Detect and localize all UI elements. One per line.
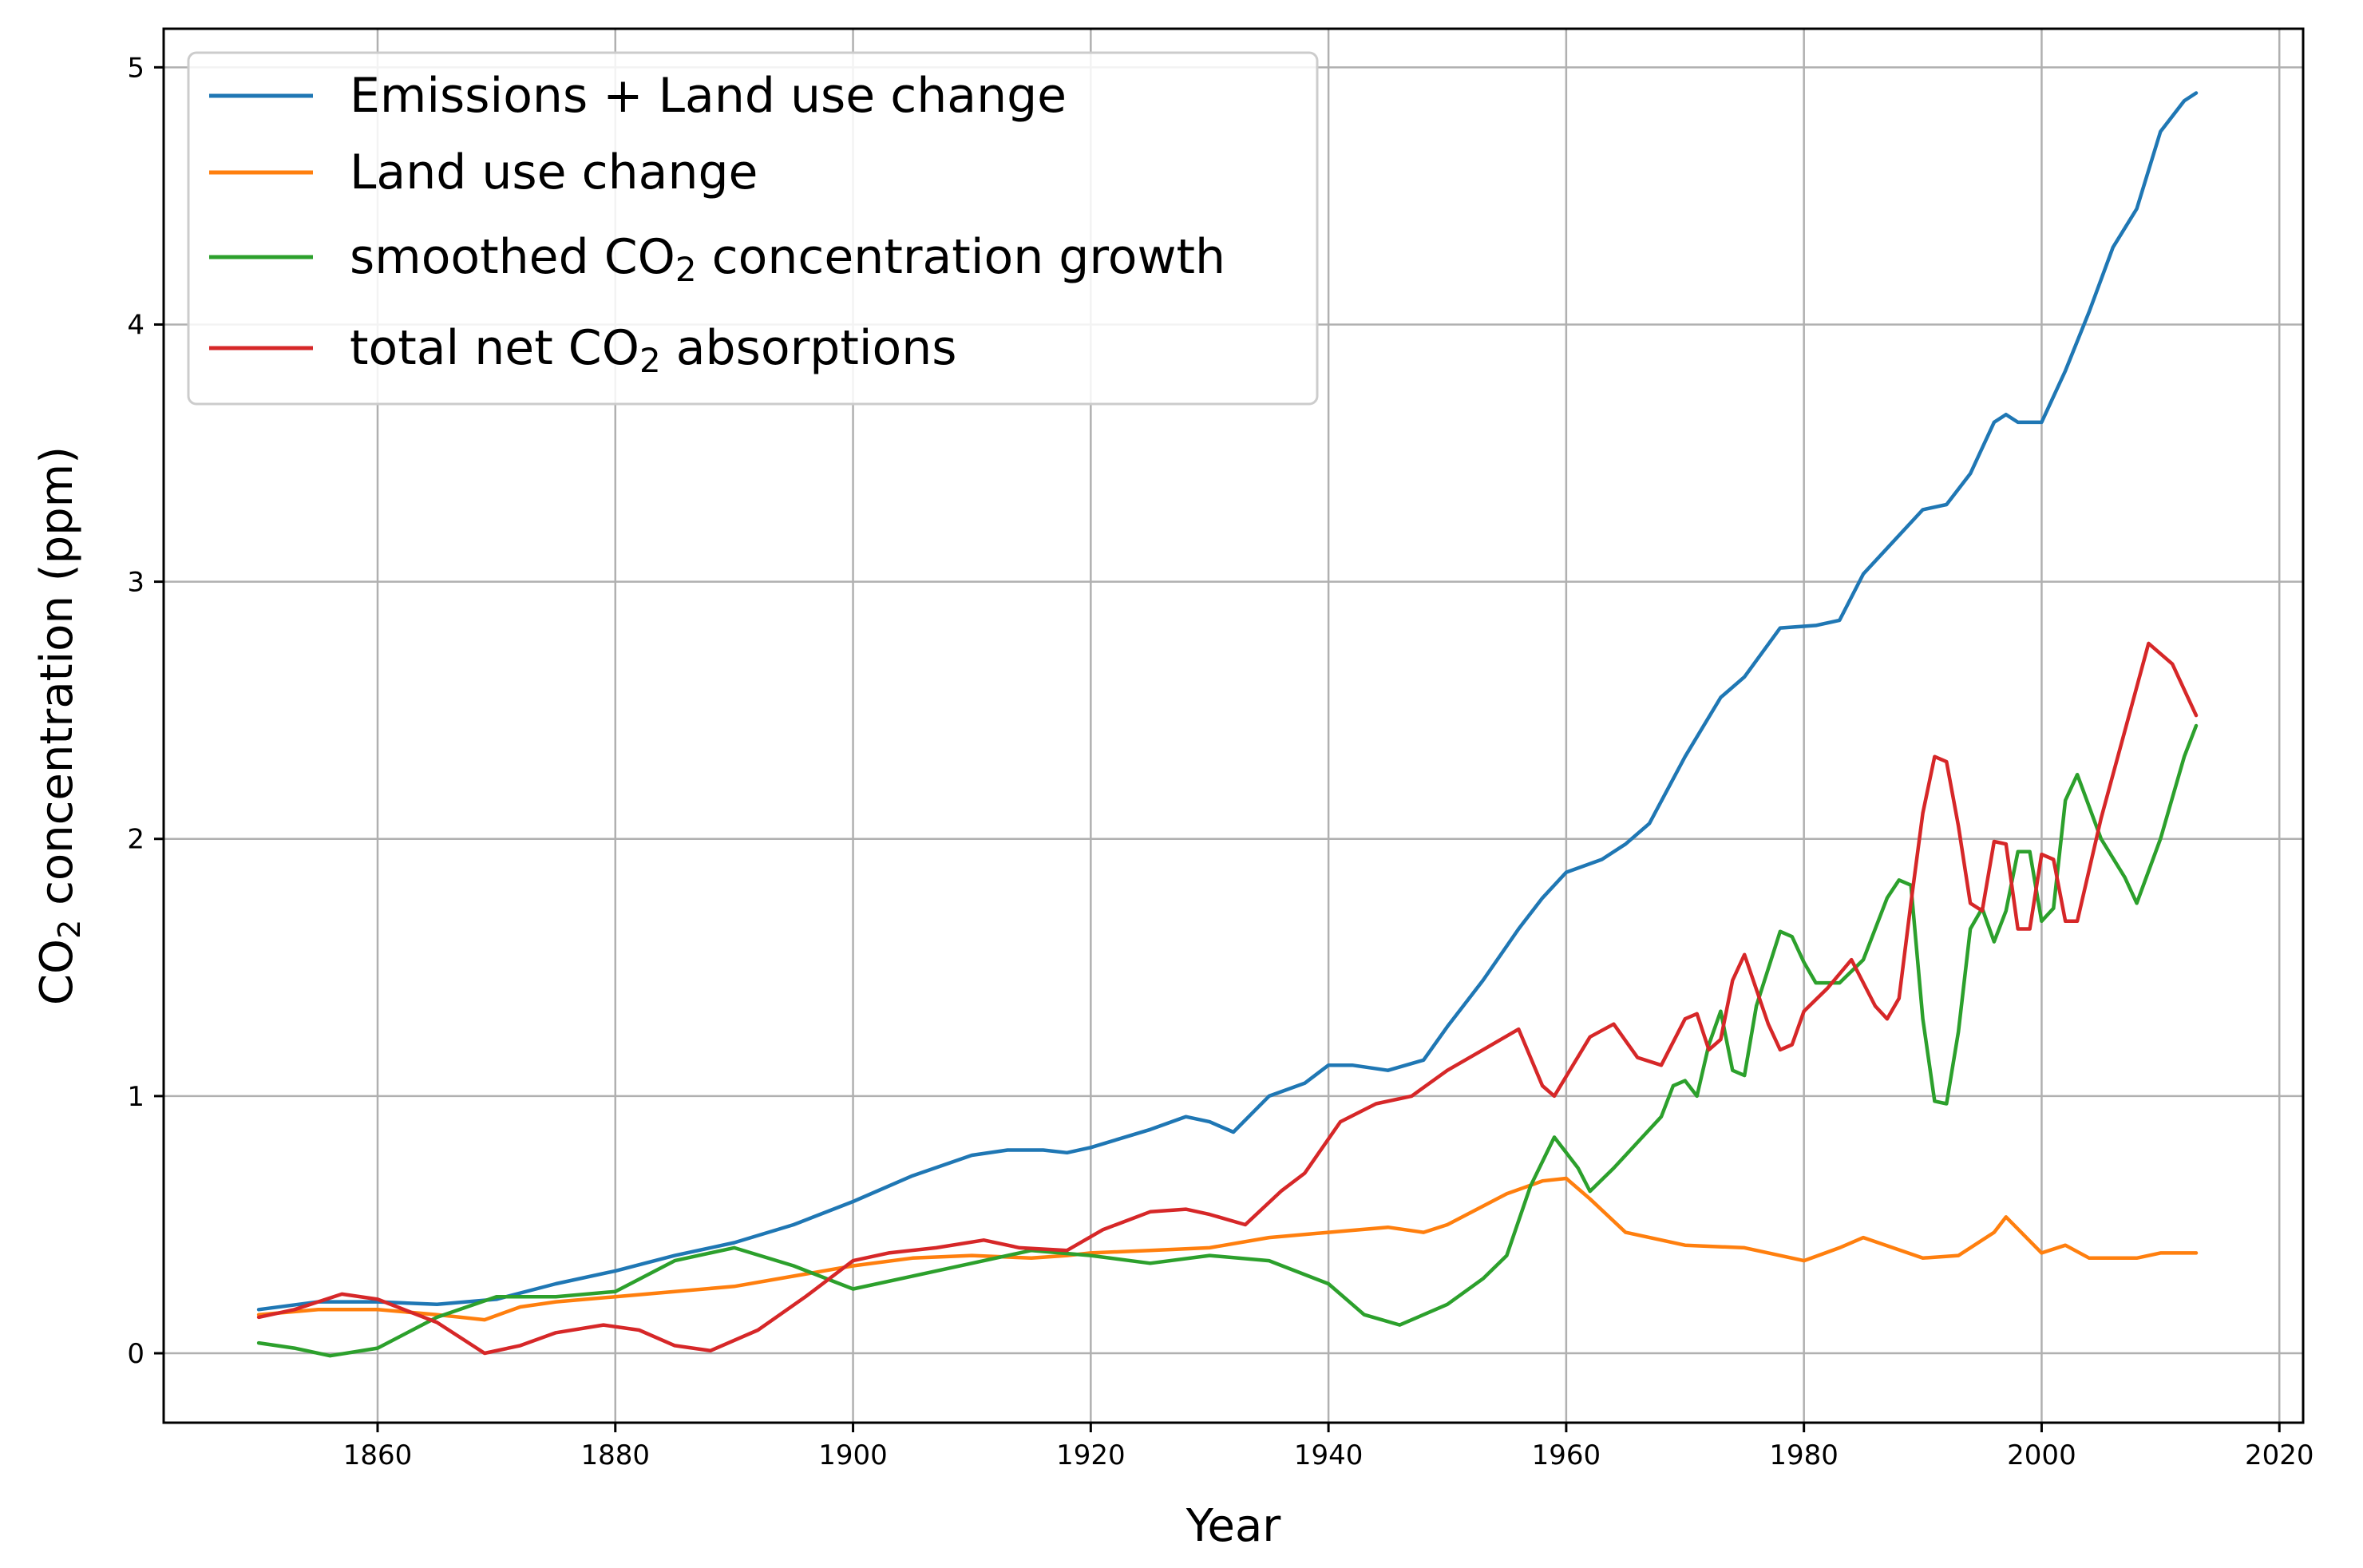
x-tick-label: 1980	[1769, 1439, 1839, 1471]
plot-frame	[162, 27, 2305, 1424]
y-tick-label: 2	[127, 824, 144, 856]
x-tick-label: 1900	[818, 1439, 888, 1471]
x-tick-label: 1960	[1532, 1439, 1601, 1471]
legend-label-1: Emissions + Land use change	[350, 68, 1067, 124]
y-tick-label: 3	[127, 567, 144, 599]
y-axis-label: CO2 concentration (ppm)	[31, 446, 87, 1005]
text-part: concentration (ppm)	[31, 446, 83, 920]
legend: Emissions + Land use change Land use chan…	[187, 51, 1319, 406]
y-tick-label: 1	[127, 1081, 144, 1113]
x-tick-label: 2000	[2007, 1439, 2076, 1471]
subscript-text: 2	[639, 341, 661, 380]
y-axis-ticks: 0 1 2 3 4 5	[127, 52, 164, 1370]
legend-label-2: Land use change	[350, 145, 758, 200]
text-part: smoothed CO	[350, 229, 675, 285]
x-tick-label: 1860	[343, 1439, 413, 1471]
legend-label-4: total net CO2 absorptions	[350, 320, 957, 380]
x-axis-label: Year	[1185, 1500, 1282, 1552]
x-tick-label: 1940	[1294, 1439, 1364, 1471]
series-line-4	[256, 641, 2199, 1356]
series-line-3	[256, 723, 2199, 1358]
text-part: absorptions	[661, 320, 957, 376]
series-line-2	[256, 1176, 2199, 1322]
legend-box	[187, 51, 1319, 406]
y-tick-label: 4	[127, 309, 144, 341]
text-part: total net CO	[350, 320, 639, 376]
y-tick-label: 0	[127, 1338, 144, 1370]
subscript-text: 2	[675, 250, 697, 289]
y-tick-label: 5	[127, 52, 144, 84]
x-tick-label: 1920	[1056, 1439, 1126, 1471]
x-tick-label: 1880	[581, 1439, 651, 1471]
x-axis-ticks: 1860 1880 1900 1920 1940 1960 1980 2000 2020	[343, 1423, 2314, 1471]
text-part: concentration growth	[697, 229, 1225, 285]
subscript-text: 2	[52, 920, 87, 939]
series-lines	[256, 91, 2199, 1358]
text-part: Emissions + Land use change	[350, 68, 1067, 124]
x-tick-label: 2020	[2245, 1439, 2314, 1471]
text-part: CO	[31, 939, 83, 1005]
legend-label-3: smoothed CO2 concentration growth	[350, 229, 1225, 289]
text-part: Land use change	[350, 145, 758, 200]
series-line-1	[256, 91, 2199, 1312]
